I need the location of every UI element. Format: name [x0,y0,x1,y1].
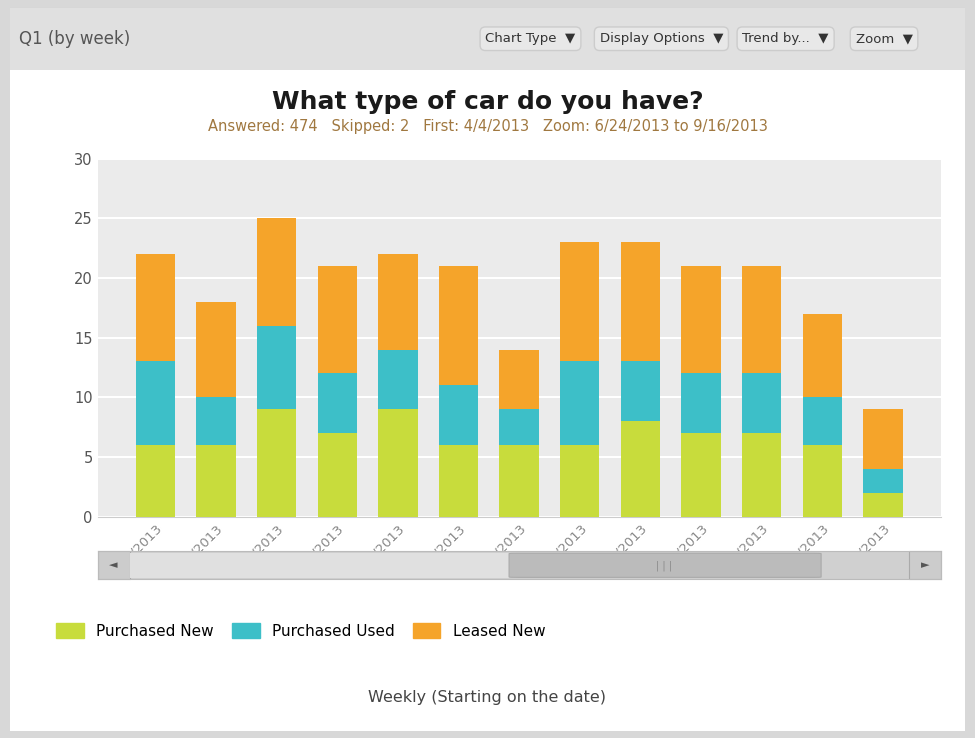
Legend: Purchased New, Purchased Used, Leased New: Purchased New, Purchased Used, Leased Ne… [57,623,545,639]
Text: ◄: ◄ [109,560,118,570]
Bar [742,266,781,373]
Bar [621,421,660,517]
Bar [560,445,600,517]
FancyBboxPatch shape [0,7,975,71]
Bar [499,409,539,445]
Bar [682,266,721,373]
Bar [257,409,296,517]
Text: Q1 (by week): Q1 (by week) [20,30,131,48]
Bar [863,409,903,469]
Bar [802,314,842,397]
Bar [378,254,417,350]
Bar [439,266,479,385]
Text: Chart Type  ▼: Chart Type ▼ [486,32,575,45]
Bar [863,469,903,493]
Text: Trend by...  ▼: Trend by... ▼ [742,32,829,45]
Bar [136,445,176,517]
Bar [499,350,539,409]
Bar [378,350,417,409]
Text: Zoom  ▼: Zoom ▼ [855,32,913,45]
Bar [196,445,236,517]
Bar [499,445,539,517]
Bar [318,373,357,433]
Bar [863,493,903,517]
Bar [621,362,660,421]
FancyBboxPatch shape [509,554,821,577]
Text: What type of car do you have?: What type of car do you have? [272,90,703,114]
Bar [682,433,721,517]
Bar [682,373,721,433]
FancyBboxPatch shape [130,553,518,578]
Text: | | |: | | | [656,560,672,570]
Bar [136,254,176,362]
Text: Display Options  ▼: Display Options ▼ [600,32,723,45]
Bar [802,445,842,517]
Bar [802,397,842,445]
Bar [560,362,600,445]
Bar [196,397,236,445]
Bar [742,433,781,517]
FancyBboxPatch shape [98,551,130,579]
Text: Answered: 474   Skipped: 2   First: 4/4/2013   Zoom: 6/24/2013 to 9/16/2013: Answered: 474 Skipped: 2 First: 4/4/2013… [208,120,767,134]
Bar [136,362,176,445]
Text: Weekly (Starting on the date): Weekly (Starting on the date) [369,690,606,705]
Bar [196,302,236,397]
Bar [439,385,479,445]
Bar [378,409,417,517]
Bar [257,218,296,325]
Bar [318,433,357,517]
Text: ►: ► [920,560,929,570]
Bar [318,266,357,373]
FancyBboxPatch shape [909,551,941,579]
Bar [742,373,781,433]
Bar [257,325,296,409]
Bar [560,242,600,362]
Bar [621,242,660,362]
Bar [439,445,479,517]
